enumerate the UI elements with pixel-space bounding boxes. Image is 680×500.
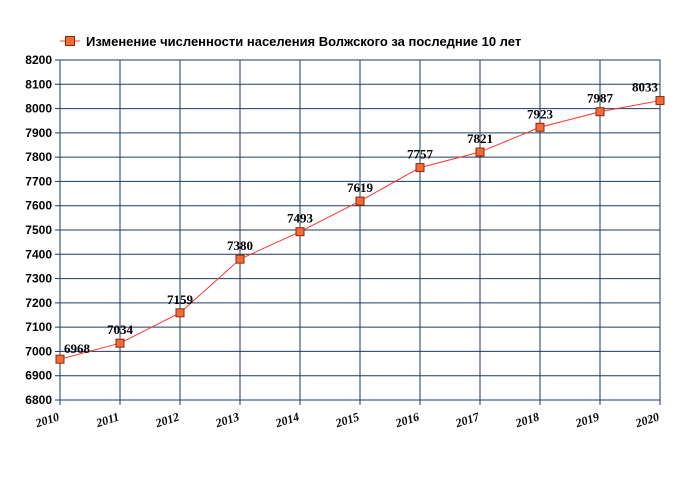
data-point	[355, 196, 365, 206]
data-label: 7619	[347, 180, 374, 195]
grid	[59, 59, 661, 401]
x-tick-label: 2020	[633, 410, 661, 431]
data-point	[55, 354, 65, 364]
y-tick-label: 7900	[25, 126, 52, 140]
legend: Изменение численности населения Волжског…	[60, 34, 521, 49]
y-tick-label: 7400	[25, 247, 52, 261]
data-point	[475, 147, 485, 157]
x-tick-label: 2018	[513, 410, 541, 431]
y-tick-labels: 6800 6900 7000 7100 7200 7300 7400 7500 7600 7700…	[25, 53, 52, 407]
data-label: 7757	[407, 147, 434, 162]
y-tick-label: 8100	[25, 77, 52, 91]
x-tick-label: 2011	[93, 410, 120, 431]
data-label: 7493	[287, 211, 314, 226]
data-labels: 6968 7034 7159 7380 7493 7619 7757 7821 7923 7987…	[64, 80, 659, 357]
y-tick-label: 7000	[25, 344, 52, 358]
x-tick-label: 2014	[273, 410, 301, 431]
y-tick-label: 8200	[25, 53, 52, 67]
data-point	[175, 308, 185, 318]
x-tick-label: 2010	[33, 410, 61, 431]
data-label: 7380	[227, 238, 253, 253]
y-tick-label: 7100	[25, 320, 52, 334]
y-tick-label: 6900	[25, 369, 52, 383]
legend-label: Изменение численности населения Волжског…	[86, 34, 521, 49]
axes	[55, 59, 661, 405]
y-tick-label: 6800	[25, 393, 52, 407]
x-tick-label: 2017	[453, 409, 482, 430]
y-tick-label: 7800	[25, 150, 52, 164]
data-label: 6968	[64, 341, 91, 356]
data-label: 7987	[587, 91, 614, 106]
y-tick-label: 7700	[25, 174, 52, 188]
y-tick-label: 7200	[25, 296, 52, 310]
data-point	[415, 163, 425, 173]
x-tick-label: 2015	[333, 410, 361, 431]
data-label: 7821	[467, 131, 493, 146]
x-tick-label: 2012	[153, 410, 181, 431]
y-tick-label: 8000	[25, 102, 52, 116]
x-tick-label: 2013	[213, 410, 241, 431]
x-tick-labels: 2010 2011 2012 2013 2014 2015 2016 2017 2018 2019…	[33, 409, 661, 430]
data-label: 7923	[527, 106, 554, 121]
data-point	[535, 122, 545, 132]
data-label: 7159	[167, 292, 194, 307]
plot-frame	[59, 59, 661, 401]
data-point	[115, 338, 125, 348]
data-point	[295, 227, 305, 237]
data-label: 7034	[107, 322, 134, 337]
x-tick-label: 2019	[573, 410, 601, 431]
data-point	[595, 107, 605, 117]
markers	[55, 96, 665, 364]
data-point	[235, 254, 245, 264]
data-label: 8033	[632, 80, 659, 95]
y-tick-label: 7600	[25, 199, 52, 213]
data-point	[655, 96, 665, 106]
y-tick-label: 7300	[25, 272, 52, 286]
y-tick-label: 7500	[25, 223, 52, 237]
x-tick-label: 2016	[393, 410, 421, 431]
legend-marker-sample	[65, 36, 75, 46]
